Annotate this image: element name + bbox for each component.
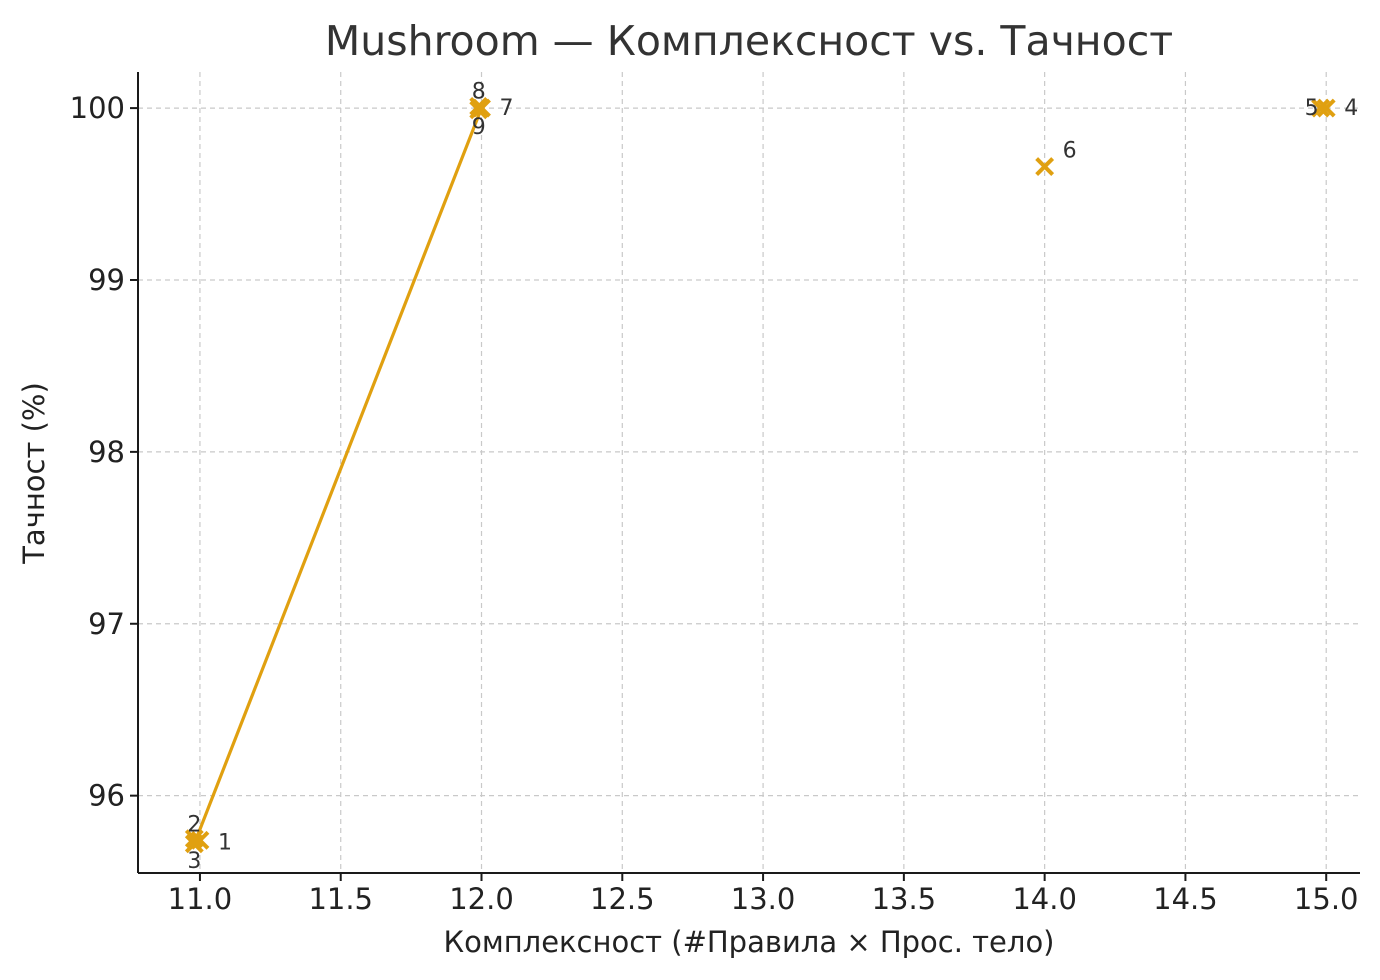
y-axis-title: Тачност (%) [17,382,51,565]
point-label: 3 [187,849,201,874]
point-label: 1 [218,830,232,855]
x-tick-label: 11.0 [168,882,233,916]
data-point-6: 6 [1035,139,1077,176]
data-point-4: 4 [1316,96,1358,121]
point-label: 6 [1063,139,1077,164]
x-tick-label: 12.5 [590,882,655,916]
x-tick-label: 13.5 [872,882,937,916]
point-label: 2 [187,813,201,838]
x-tick-label: 13.0 [731,882,796,916]
x-axis-title: Комплексност (#Правила × Прос. тело) [443,925,1054,959]
data-point-2: 2 [184,813,204,849]
point-label: 5 [1305,96,1319,121]
y-tick-label: 96 [88,779,125,813]
y-tick-label: 98 [88,435,125,469]
y-tick-label: 100 [70,91,125,125]
point-label: 9 [472,115,486,140]
x-marker-stroke [1035,157,1055,176]
x-tick-label: 15.0 [1294,882,1359,916]
x-tick-label: 14.5 [1153,882,1218,916]
series-line [192,107,484,845]
chart-title: Mushroom — Комплексност vs. Тачност [325,17,1173,65]
data-point-8: 8 [469,79,489,116]
x-tick-label: 11.5 [308,882,373,916]
x-tick-label: 14.0 [1012,882,1077,916]
y-tick-label: 99 [88,263,125,297]
point-label: 8 [472,79,486,104]
point-label: 7 [500,96,514,121]
x-marker-stroke [184,829,204,849]
x-marker-stroke [469,96,489,116]
x-marker-stroke [1316,98,1336,118]
x-marker-stroke [184,834,204,854]
y-tick-label: 97 [88,607,125,641]
x-tick-label: 12.0 [449,882,514,916]
x-marker-stroke [469,100,489,120]
data-point-9: 9 [469,100,489,140]
data-point-3: 3 [184,834,204,874]
axes: 11.0 11.5 12.0 12.5 13.0 13.5 14.0 14.5 15.09697… [70,72,1360,916]
x-marker-stroke [1311,98,1330,118]
point-label: 4 [1344,96,1358,121]
grid [138,72,1360,873]
data-point-5: 5 [1305,96,1330,121]
series: 12 3 45 6 78 9 [184,79,1358,874]
